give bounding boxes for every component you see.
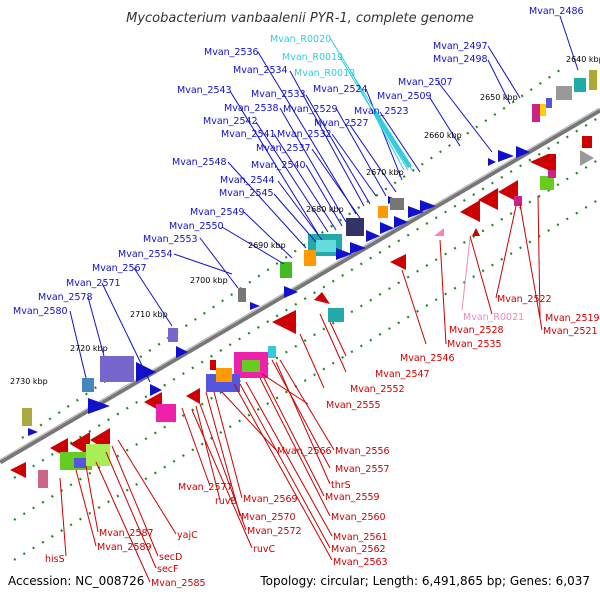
gene-label: Mvan_2587 <box>99 528 154 539</box>
tick-label-2660: 2660 kbp <box>424 131 462 140</box>
forward-gene-labels: Mvan_2486 Mvan_2497 Mvan_2498 Mvan_2507 … <box>13 6 584 317</box>
genome-backbone-highlight <box>0 107 600 461</box>
gene-label: Mvan_2544 <box>220 175 275 186</box>
gene-label: Mvan_2562 <box>331 544 386 555</box>
gene-label: Mvan_2542 <box>203 116 258 127</box>
gene-label: Mvan_2536 <box>204 47 259 58</box>
genome-summary-text: Topology: circular; Length: 6,491,865 bp… <box>259 574 590 588</box>
gene-label: ruvC <box>253 544 276 555</box>
gene-label: Mvan_2569 <box>243 494 298 505</box>
gene-label: Mvan_2560 <box>331 512 386 523</box>
gene-label: Mvan_2563 <box>333 557 388 568</box>
gene-label: Mvan_2535 <box>447 339 502 350</box>
gene-label: ruvB <box>215 496 237 507</box>
reverse-gene-features <box>10 136 594 488</box>
gene-label: Mvan_2537 <box>256 143 311 154</box>
forward-connectors <box>69 15 579 383</box>
accession-text: Accession: NC_008726 <box>8 574 144 588</box>
tick-label-2700: 2700 kbp <box>190 276 228 285</box>
rna-gene-labels: Mvan_R0020 Mvan_R0019 Mvan_R0018 <box>270 34 355 79</box>
rna-gene-block <box>372 110 412 168</box>
gene-label: Mvan_2585 <box>151 578 206 589</box>
tick-label-2640: 2640 kbp <box>566 55 600 64</box>
gene-label: Mvan_2567 <box>92 263 147 274</box>
gene-label: Mvan_2549 <box>190 207 245 218</box>
gene-label: Mvan_2554 <box>118 249 173 260</box>
gene-label: Mvan_2548 <box>172 157 227 168</box>
gene-label: Mvan_2524 <box>313 84 368 95</box>
gene-label: Mvan_2543 <box>177 85 232 96</box>
gene-label: Mvan_R0020 <box>270 34 331 45</box>
gene-label: Mvan_2528 <box>449 325 504 336</box>
gene-label: Mvan_2561 <box>333 532 388 543</box>
gene-label: thrS <box>331 480 351 491</box>
gene-label: Mvan_2557 <box>335 464 390 475</box>
gene-label: Mvan_2540 <box>251 160 306 171</box>
gene-label: Mvan_2571 <box>66 278 121 289</box>
gene-label: Mvan_R0018 <box>294 68 355 79</box>
gene-label: Mvan_2532 <box>277 129 332 140</box>
gene-label: Mvan_2553 <box>143 234 198 245</box>
tick-label-2670: 2670 kbp <box>366 168 404 177</box>
gene-label: Mvan_2533 <box>251 89 306 100</box>
gene-label: Mvan_2521 <box>543 326 598 337</box>
tick-label-2710: 2710 kbp <box>130 310 168 319</box>
pseudo-connector <box>461 237 471 311</box>
gene-label: Mvan_2589 <box>97 542 152 553</box>
gene-label: Mvan_2577 <box>178 482 233 493</box>
gene-label: Mvan_2555 <box>326 400 381 411</box>
gene-label: Mvan_2547 <box>375 369 430 380</box>
gene-label: Mvan_2546 <box>400 353 455 364</box>
reverse-connectors <box>59 195 543 583</box>
gene-label: Mvan_2570 <box>241 512 296 523</box>
gene-label: Mvan_2497 <box>433 41 488 52</box>
gene-label: Mvan_2534 <box>233 65 288 76</box>
gene-label: Mvan_2550 <box>169 221 224 232</box>
map-title: Mycobacterium vanbaalenii PYR-1, complet… <box>126 11 474 26</box>
gene-label: Mvan_2541 <box>221 129 276 140</box>
tick-label-2730: 2730 kbp <box>10 377 48 386</box>
gene-label: Mvan_2572 <box>247 526 302 537</box>
forward-gene-features <box>22 70 597 436</box>
gene-label: Mvan_2578 <box>38 292 93 303</box>
gene-label: Mvan_2580 <box>13 306 68 317</box>
gene-label: Mvan_R0021 <box>463 312 524 323</box>
tick-label-2690: 2690 kbp <box>248 241 286 250</box>
gene-label: Mvan_2559 <box>325 492 380 503</box>
gene-label: Mvan_2519 <box>545 313 600 324</box>
gene-label: Mvan_2509 <box>377 91 432 102</box>
gene-label: yajC <box>177 530 198 541</box>
gene-label: Mvan_2507 <box>398 77 453 88</box>
gene-label: secD <box>159 552 182 563</box>
tick-label-2680: 2680 kbp <box>306 205 344 214</box>
tick-label-2720: 2720 kbp <box>70 344 108 353</box>
gene-label: hisS <box>45 554 65 565</box>
gene-label: secF <box>157 564 178 575</box>
gene-label: Mvan_2522 <box>497 294 552 305</box>
gene-label: Mvan_2529 <box>283 104 338 115</box>
gene-label: Mvan_2552 <box>350 384 405 395</box>
gene-label: Mvan_2556 <box>335 446 390 457</box>
gene-label: Mvan_2523 <box>354 106 409 117</box>
gene-label: Mvan_2545 <box>219 188 274 199</box>
tick-label-2650: 2650 kbp <box>480 93 518 102</box>
gene-label: Mvan_2498 <box>433 54 488 65</box>
gene-label: Mvan_2566 <box>277 446 332 457</box>
reverse-gene-labels: Mvan_2522 Mvan_2519 Mvan_2521 Mvan_2528 … <box>45 294 600 589</box>
gene-label: Mvan_2486 <box>529 6 584 17</box>
gene-label: Mvan_R0019 <box>282 52 343 63</box>
gene-label: Mvan_2527 <box>314 118 369 129</box>
gene-label: Mvan_2538 <box>224 103 279 114</box>
